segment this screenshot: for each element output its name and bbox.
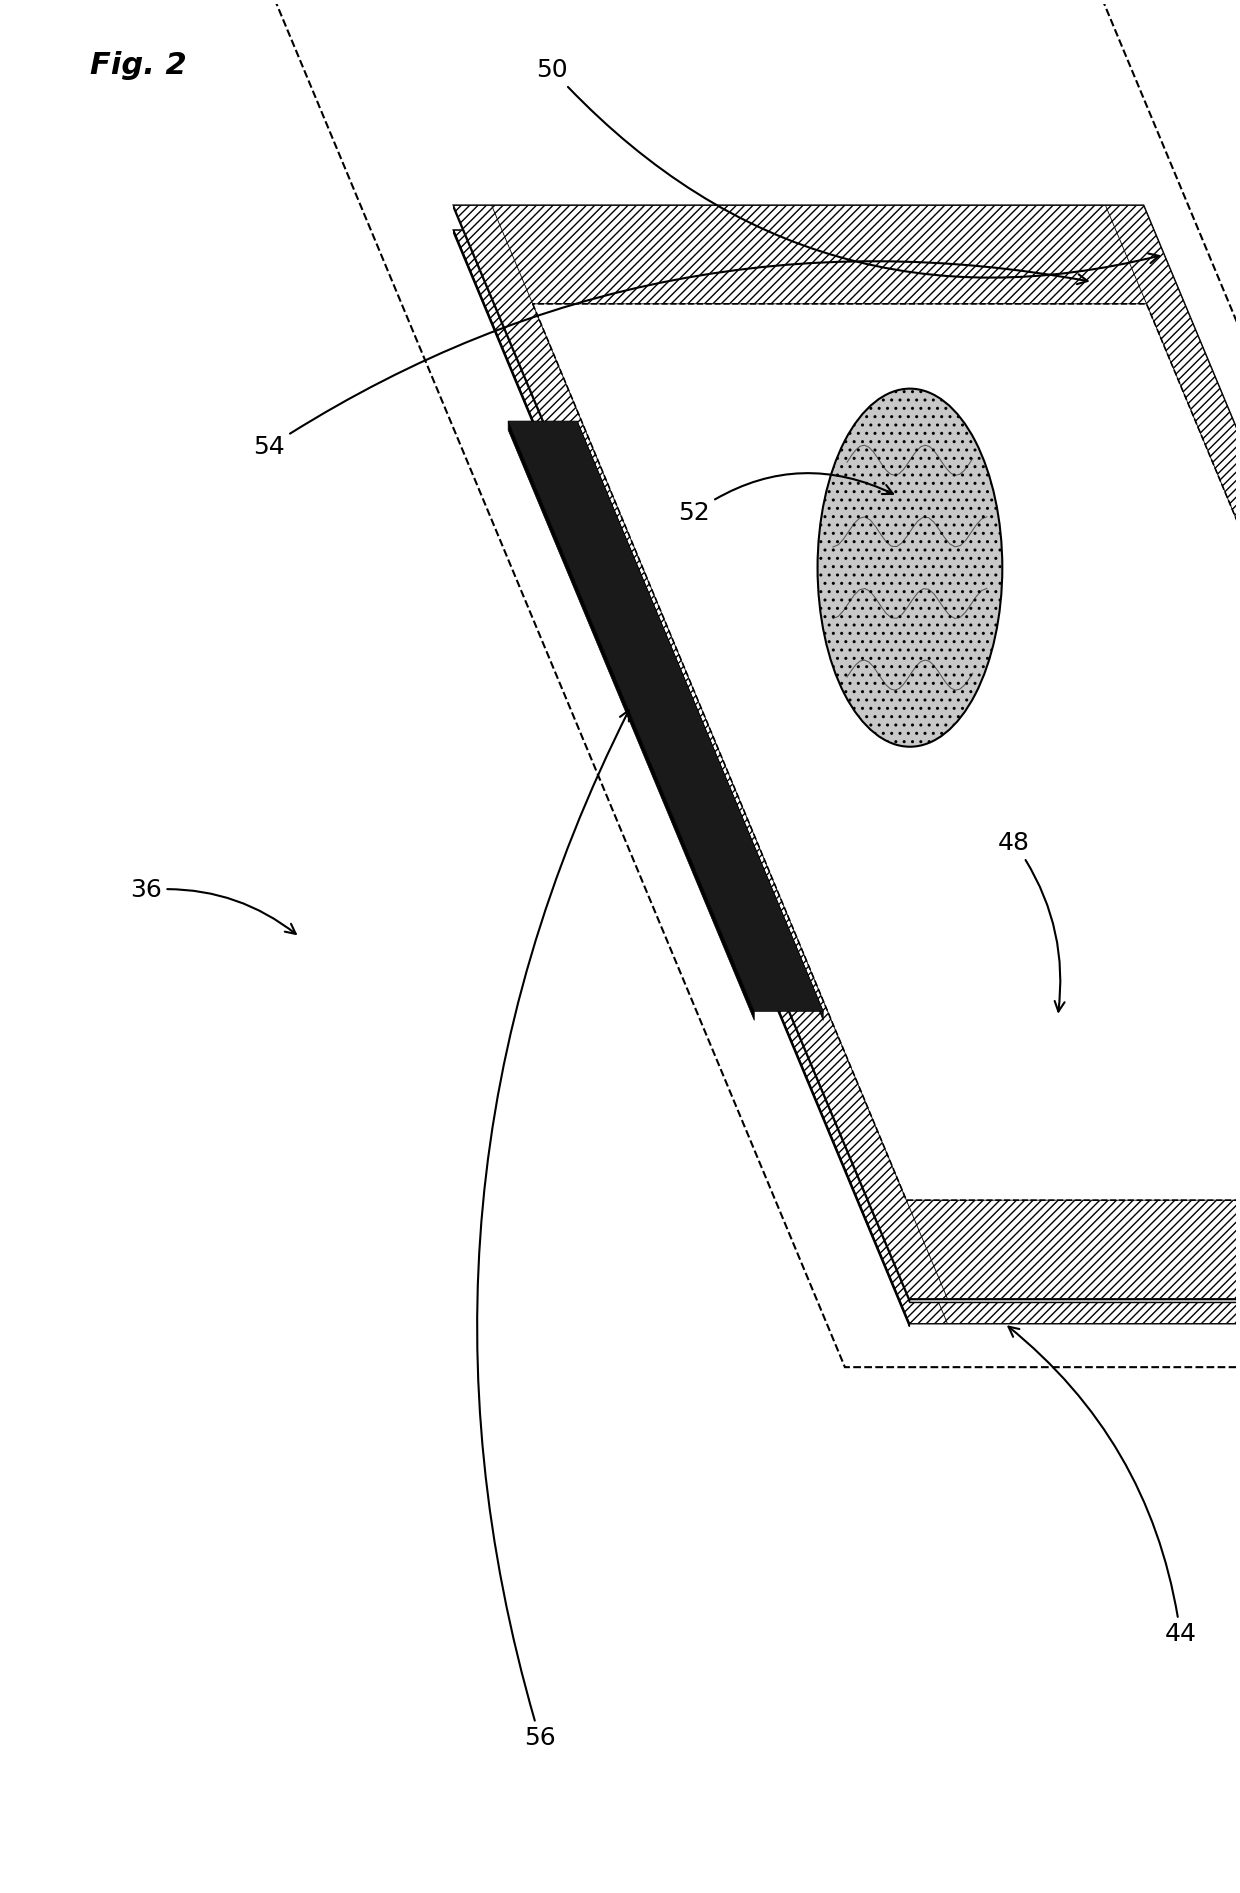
Text: 56: 56 xyxy=(477,710,629,1749)
Polygon shape xyxy=(508,420,754,1020)
Polygon shape xyxy=(508,420,823,1011)
Polygon shape xyxy=(454,206,1240,1299)
Ellipse shape xyxy=(817,388,1002,746)
Text: 54: 54 xyxy=(253,261,1087,460)
Polygon shape xyxy=(454,231,1184,329)
Polygon shape xyxy=(868,1200,1240,1299)
Polygon shape xyxy=(454,231,1240,1323)
Text: 44: 44 xyxy=(1008,1327,1197,1647)
Text: 36: 36 xyxy=(130,878,296,933)
Polygon shape xyxy=(909,1299,1240,1302)
Polygon shape xyxy=(1106,206,1240,1299)
Polygon shape xyxy=(454,231,947,1323)
Text: 52: 52 xyxy=(678,473,893,524)
Polygon shape xyxy=(868,1225,1240,1323)
Polygon shape xyxy=(454,206,947,1299)
Polygon shape xyxy=(454,231,909,1327)
Polygon shape xyxy=(533,329,1240,1225)
Polygon shape xyxy=(454,206,1184,305)
Polygon shape xyxy=(577,420,823,1020)
Polygon shape xyxy=(1106,231,1240,1323)
Text: 50: 50 xyxy=(537,59,1159,278)
Text: 48: 48 xyxy=(998,831,1065,1011)
Polygon shape xyxy=(454,206,909,1302)
Text: Fig. 2: Fig. 2 xyxy=(91,51,187,80)
